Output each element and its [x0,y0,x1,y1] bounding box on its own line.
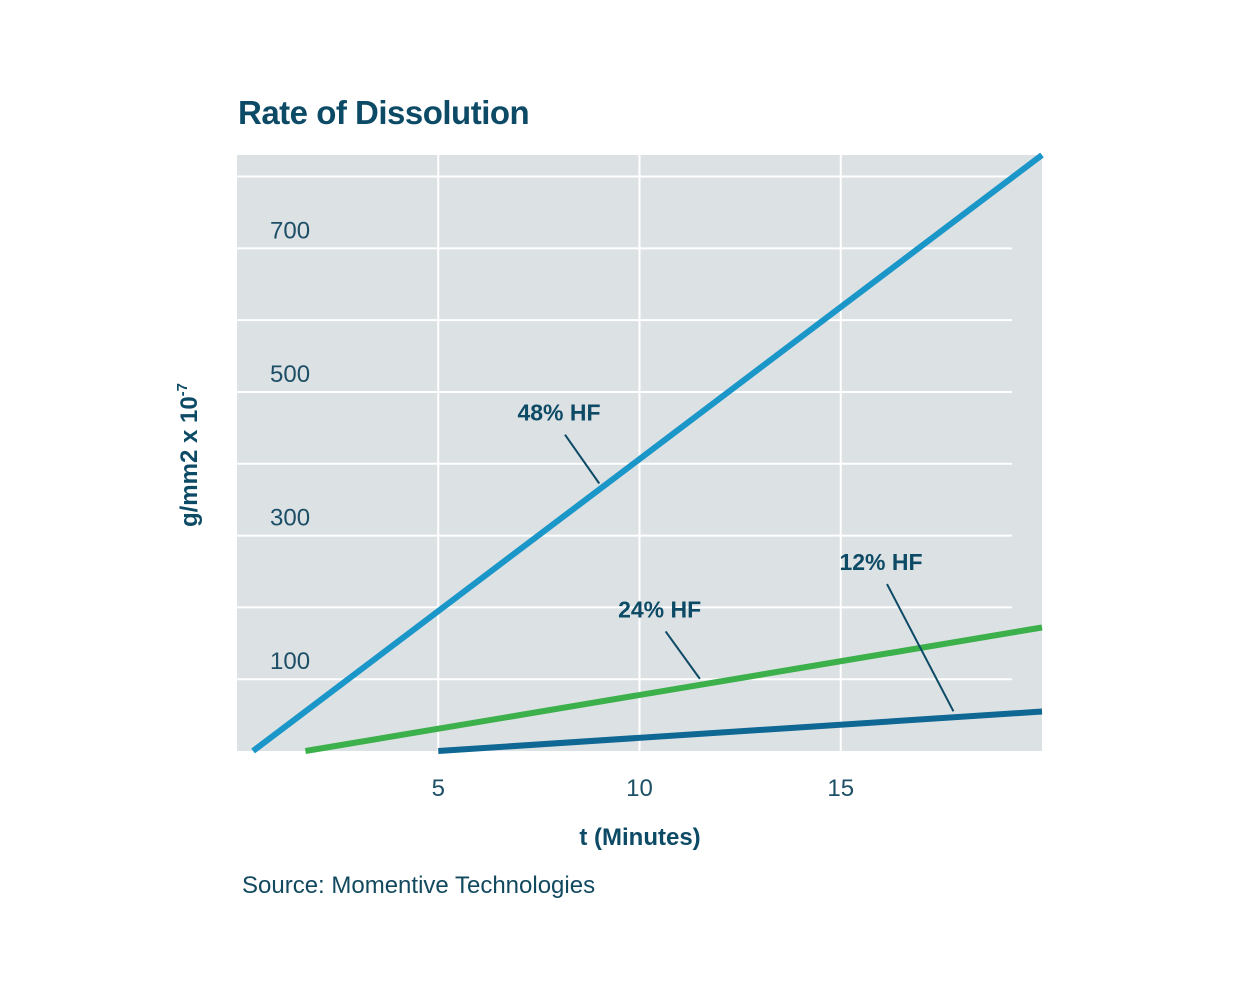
y-axis-label-exponent: -7 [174,383,191,396]
x-axis-label: t (Minutes) [579,824,700,851]
grid-lines [237,155,1012,751]
series-line-12pct-hf [438,708,1043,754]
x-tick-label-15: 15 [827,775,854,802]
series-label-0: 48% HF [517,400,600,426]
series-leader-line-1 [664,630,701,680]
source-note: Source: Momentive Technologies [242,872,596,899]
chart-title: Rate of Dissolution [238,94,530,131]
series-line-48pct-hf [251,152,1044,754]
x-tick-label-10: 10 [626,775,653,802]
series-lines [251,152,1044,754]
y-tick-label-700: 700 [270,217,310,244]
y-tick-label-500: 500 [270,361,310,388]
series-label-1: 24% HF [618,596,701,622]
series-annotations: 48% HF 24% HF 12% HF [517,400,955,712]
y-tick-label-100: 100 [270,648,310,675]
y-axis-label: g/mm2 x 10-7 [174,383,203,527]
x-tick-label-5: 5 [432,775,445,802]
series-label-2: 12% HF [839,549,922,575]
y-axis-label-main: g/mm2 x 10 [176,396,203,527]
series-leader-line-2 [886,583,955,712]
y-tick-label-300: 300 [270,505,310,532]
series-line-24pct-hf [304,624,1043,754]
tick-labels: 100 300 500 700 5 10 15 [270,217,854,802]
series-leader-line-0 [564,434,601,485]
